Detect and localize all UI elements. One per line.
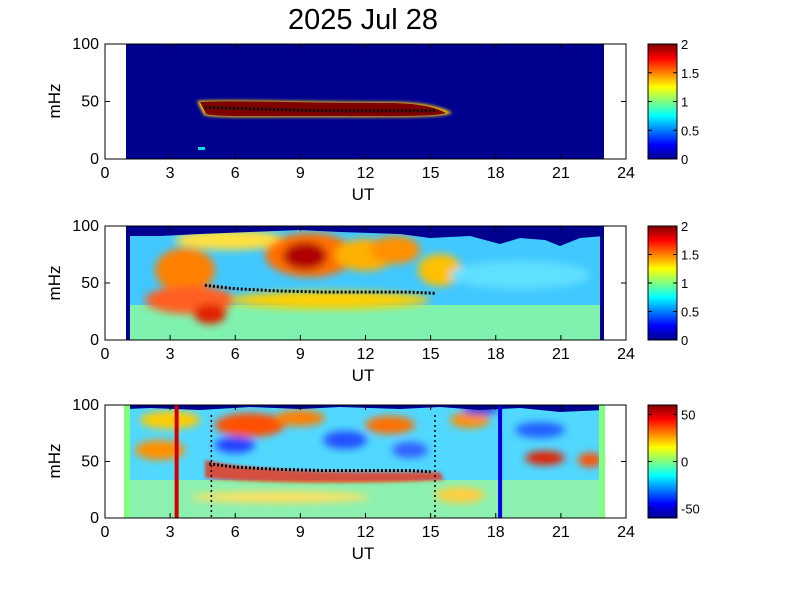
xtick-label: 24 xyxy=(617,165,635,182)
xtick-label: 21 xyxy=(552,346,570,363)
top-gap-3 xyxy=(126,405,604,412)
colorbar-tick-label: 1 xyxy=(681,276,688,291)
colorbar-tick-label: 1 xyxy=(681,95,688,110)
ytick-label: 0 xyxy=(90,510,99,527)
xtick-label: 0 xyxy=(101,346,110,363)
xtick-label: 21 xyxy=(552,524,570,541)
colorbar-tick-label: 0.5 xyxy=(681,123,699,138)
ylabel-3: mHz xyxy=(45,444,64,479)
ytick-label: 50 xyxy=(81,454,99,471)
xtick-label: 6 xyxy=(231,165,240,182)
xtick-label: 3 xyxy=(166,165,175,182)
xtick-label: 0 xyxy=(101,524,110,541)
blobs-2 xyxy=(145,230,590,324)
figure-title: 2025 Jul 28 xyxy=(288,4,438,36)
colorbar-3 xyxy=(647,404,678,519)
xtick-label: 6 xyxy=(231,346,240,363)
xlabel-3: UT xyxy=(352,544,375,563)
panel-2: 0 3 6 9 12 15 18 21 24 0 50 100 UT mHz 0 0.5 1 1.5 2 xyxy=(45,218,699,385)
xtick-label: 24 xyxy=(617,524,635,541)
ytick-label: 0 xyxy=(90,332,99,349)
xtick-label: 12 xyxy=(357,524,375,541)
xtick-label: 15 xyxy=(422,346,440,363)
xtick-label: 18 xyxy=(487,346,505,363)
colorbar-tick-label: 1.5 xyxy=(681,66,699,81)
xtick-label: 15 xyxy=(422,165,440,182)
xtick-label: 3 xyxy=(166,346,175,363)
blobs-3 xyxy=(135,405,602,503)
colorbar-1 xyxy=(647,43,678,160)
edge-left-2 xyxy=(126,226,130,340)
xlabel-1: UT xyxy=(352,185,375,204)
colorbar-tick-label: 0 xyxy=(681,152,688,167)
edge-right-2 xyxy=(600,226,604,340)
xlabel-2: UT xyxy=(352,366,375,385)
xtick-label: 3 xyxy=(166,524,175,541)
colorbar-tick-label: 1.5 xyxy=(681,248,699,263)
top-gap-2 xyxy=(126,226,604,246)
xtick-label: 24 xyxy=(617,346,635,363)
band-3 xyxy=(205,460,444,483)
xtick-label: 9 xyxy=(296,165,305,182)
band-1 xyxy=(200,101,446,117)
colorbar-tick-label: 2 xyxy=(681,37,688,52)
colorbar-tick-label: -50 xyxy=(681,502,700,517)
xtick-label: 15 xyxy=(422,524,440,541)
xtick-label: 9 xyxy=(296,524,305,541)
colorbar-tick-label: 50 xyxy=(681,407,695,422)
ytick-label: 100 xyxy=(72,397,99,414)
ylabel-2: mHz xyxy=(45,266,64,301)
ytick-label: 50 xyxy=(81,94,99,111)
panel-3: 0 3 6 9 12 15 18 21 24 0 50 100 UT mHz 50 0 -50 xyxy=(45,397,700,563)
event-line xyxy=(498,405,503,518)
xtick-label: 0 xyxy=(101,165,110,182)
xtick-label: 21 xyxy=(552,165,570,182)
edge-left-3 xyxy=(124,405,130,518)
xtick-label: 18 xyxy=(487,524,505,541)
colorbar-tick-label: 0 xyxy=(681,333,688,348)
speck-1 xyxy=(198,147,205,150)
xtick-label: 12 xyxy=(357,346,375,363)
ytick-label: 50 xyxy=(81,275,99,292)
colorbar-tick-label: 2 xyxy=(681,219,688,234)
tracked-frequency-line xyxy=(204,283,436,295)
colorbar-2 xyxy=(647,225,678,341)
colorbar-tick-label: 0 xyxy=(681,455,688,470)
ytick-label: 100 xyxy=(72,218,99,235)
tracked-frequency-line xyxy=(204,105,438,113)
xtick-label: 12 xyxy=(357,165,375,182)
xtick-label: 9 xyxy=(296,346,305,363)
tracked-frequency-line xyxy=(209,462,431,474)
ytick-label: 100 xyxy=(72,36,99,53)
xtick-label: 18 xyxy=(487,165,505,182)
event-line xyxy=(174,405,179,518)
ylabel-1: mHz xyxy=(45,84,64,119)
colorbar-tick-label: 0.5 xyxy=(681,305,699,320)
edge-right-3 xyxy=(599,405,605,518)
ytick-label: 0 xyxy=(90,151,99,168)
xtick-label: 6 xyxy=(231,524,240,541)
panel-1: 0 3 6 9 12 15 18 21 24 0 50 100 UT mHz 0 0.5 1 1.5 2 xyxy=(45,36,699,204)
